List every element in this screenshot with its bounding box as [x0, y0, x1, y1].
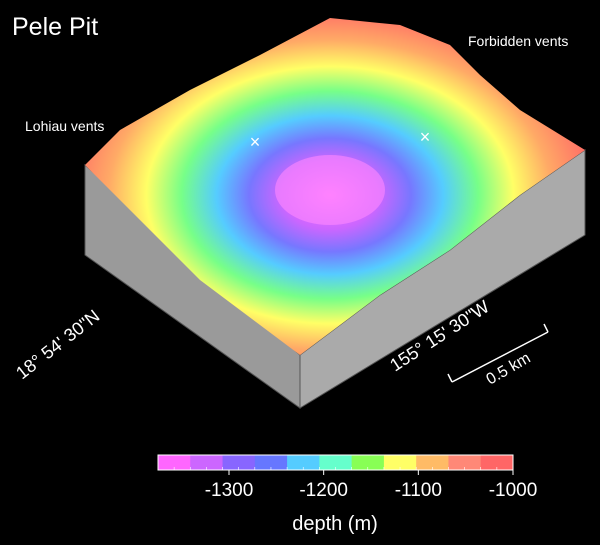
colorbar-cell	[254, 455, 272, 470]
colorbar-cell	[190, 455, 207, 470]
colorbar-tick-label: -1200	[299, 480, 348, 501]
colorbar-cell	[496, 455, 514, 470]
colorbar-cell	[222, 455, 240, 470]
colorbar-cell	[319, 455, 336, 470]
colorbar-cell	[480, 455, 498, 470]
colorbar-cell	[464, 455, 482, 470]
colorbar-tick-label: -1100	[395, 480, 442, 501]
colorbar-cell	[174, 455, 191, 470]
colorbar-tick-label: -1300	[205, 480, 254, 501]
colorbar-label: depth (m)	[292, 513, 378, 535]
colorbar-cell	[448, 455, 466, 470]
colorbar-tick-label: -1000	[489, 480, 538, 501]
colorbar-cell	[270, 455, 288, 470]
svg-text:×: ×	[420, 127, 431, 147]
colorbar-cell	[238, 455, 256, 470]
terrain: × ×	[84, 18, 586, 409]
annotation: Forbidden vents	[468, 33, 568, 49]
title: Pele Pit	[12, 13, 98, 41]
colorbar-cell	[287, 455, 304, 470]
svg-text:×: ×	[250, 132, 261, 152]
colorbar-cell	[416, 455, 433, 470]
colorbar-cell	[383, 455, 401, 470]
colorbar-cell	[400, 455, 417, 470]
colorbar-cell	[367, 455, 385, 470]
latitude-label: 18° 54' 30"N	[12, 306, 103, 383]
colorbar: -1300 -1200 -1100 -1000	[157, 454, 538, 501]
colorbar-cell	[303, 455, 320, 470]
colorbar-cell	[206, 455, 224, 470]
colorbar-cell	[432, 455, 449, 470]
annotation: Lohiau vents	[25, 118, 104, 134]
colorbar-frame	[157, 454, 514, 471]
colorbar-cell	[351, 455, 369, 470]
colorbar-cell	[335, 455, 353, 470]
scale-bar: 0.5 km	[447, 323, 549, 389]
scale-label: 0.5 km	[484, 350, 534, 389]
colorbar-cell	[158, 455, 175, 470]
